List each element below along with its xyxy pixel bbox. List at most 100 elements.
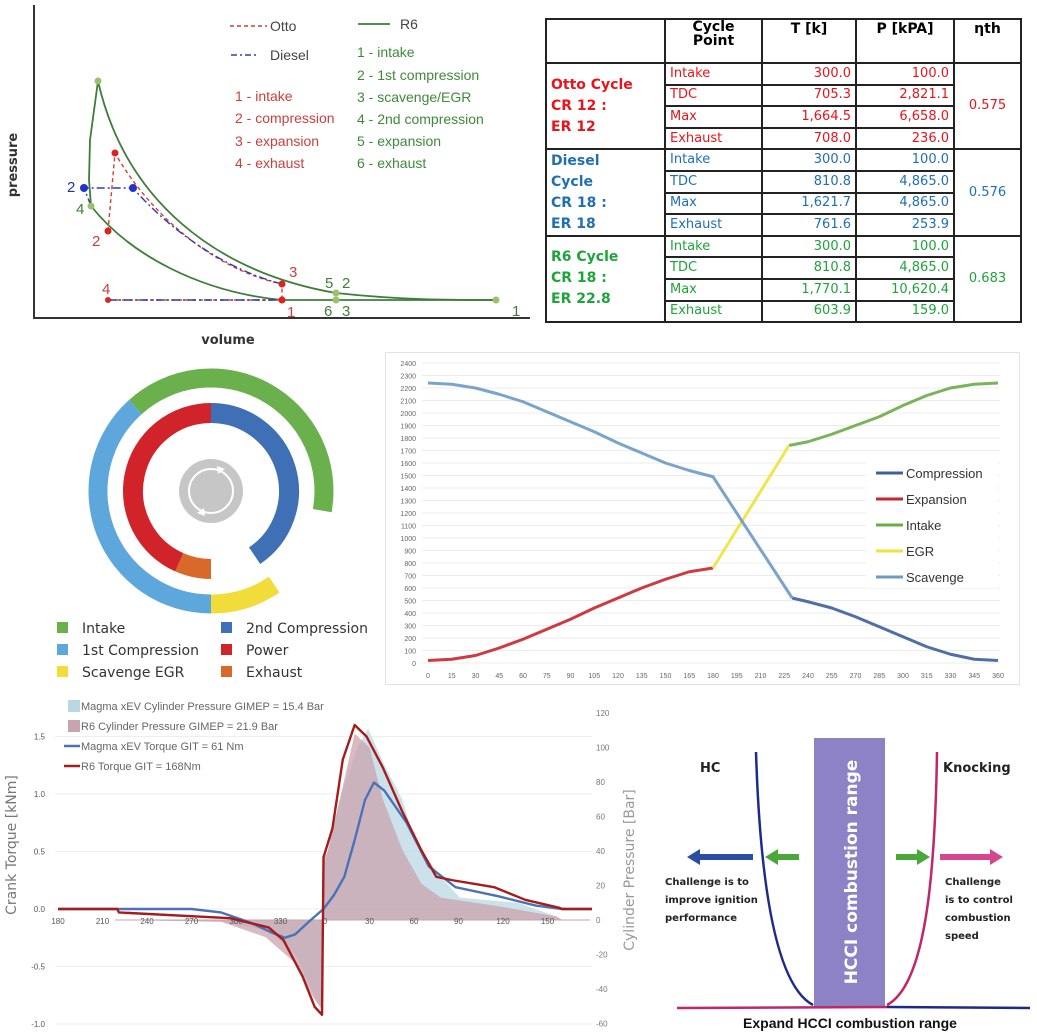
x-tick-label: 30 [365, 917, 374, 926]
x-tick-label: 300 [229, 917, 243, 926]
y-tick-label: 1.5 [34, 733, 46, 742]
y-tick-label: 1600 [400, 461, 416, 468]
series-line-compression [791, 596, 999, 662]
cycle-point-cell: Exhaust [664, 299, 763, 324]
cycle-name-cell: Otto Cycle CR 12 : ER 12 [545, 61, 666, 151]
x-tick-label: 45 [495, 673, 503, 680]
y2-tick-label: 20 [596, 882, 605, 891]
legend-label: Compression [906, 466, 983, 481]
pv-label: 2 [67, 179, 75, 196]
pv-label: 3 [289, 264, 297, 281]
knock-challenge-line: Challenge [945, 877, 1001, 888]
outer-ring-segment-scavenge-egr [210, 576, 280, 614]
cycle-name-line: Cycle [551, 173, 593, 190]
cycle-name-cell: Diesel Cycle CR 18 : ER 18 [545, 148, 666, 237]
series-line-intake [788, 381, 999, 447]
legend-label: R6 Cylinder Pressure GIMEP = 21.9 Bar [81, 721, 278, 733]
pv-label: 2 [342, 275, 350, 292]
y-tick-label: -1.0 [31, 1020, 45, 1029]
outer-ring-segment-intake [129, 368, 334, 513]
x-tick-label: 180 [707, 673, 719, 680]
y2-tick-label: 120 [596, 709, 610, 718]
cycle-donut-chart: Intake 2nd Compression 1st Compression Powe… [57, 368, 368, 681]
cycle-name-line: R6 Cycle [551, 249, 619, 266]
temperature-cell: 761.6 [761, 213, 857, 237]
y-tick-label: 600 [404, 586, 416, 593]
x-tick-label: 0 [426, 673, 430, 680]
temperature-cell: 810.8 [761, 256, 857, 280]
y-tick-label: 1700 [400, 449, 416, 456]
x-tick-label: 225 [778, 673, 790, 680]
pv-x-label: volume [201, 333, 255, 348]
table-row: Max 1,770.1 10,620.4 [546, 277, 1021, 302]
y2-tick-label: -40 [596, 985, 608, 994]
r6-combustion-line [88, 80, 99, 207]
x-tick-label: 30 [472, 673, 480, 680]
cycle-point-cell: Intake [664, 234, 763, 259]
y-tick-label: 100 [404, 649, 416, 656]
legend-label: Magma xEV Torque GIT = 61 Nm [81, 741, 244, 753]
r6-point-peak [94, 77, 102, 85]
legend-label: 2nd Compression [246, 621, 368, 637]
pv-label: 1 [512, 303, 520, 320]
r6-point-1 [492, 296, 500, 304]
diesel-point-2-left [80, 184, 88, 192]
torque-line [58, 723, 592, 1016]
donut-legend-item: 2nd Compression [221, 621, 368, 637]
cycle-name-line: CR 18 : [551, 270, 607, 287]
x-tick-label: 240 [802, 673, 814, 680]
pv-diagram: pressure volume 2 4 2 3 4 1 5 2 6 3 1 Ot [6, 5, 530, 348]
x-tick-label: 285 [873, 673, 885, 680]
r6-point-desc: 2 - 1st compression [357, 67, 479, 83]
temperature-cell: 1,770.1 [761, 277, 857, 302]
y-tick-label: 0 [412, 661, 416, 668]
x-tick-label: 240 [140, 917, 154, 926]
x-tick-label: 330 [274, 917, 288, 926]
legend-label: Power [246, 643, 289, 659]
hcci-band-label: HCCI combustion range [842, 760, 862, 985]
y2-axis-title: Cylinder Pressure [Bar] [622, 789, 638, 951]
legend-diesel: Diesel [270, 47, 309, 63]
y-tick-label: 2100 [400, 399, 416, 406]
cycle-name-line: CR 12 : [551, 97, 607, 114]
pv-label: 3 [342, 303, 350, 320]
table-row: R6 Cycle CR 18 : ER 22.8 Intake 300.0 100.0 0.… [545, 234, 1022, 324]
y-tick-label: 0.0 [34, 905, 46, 914]
cycle-arrows-icon [179, 459, 243, 523]
x-tick-label: 300 [897, 673, 909, 680]
table-row: Exhaust 708.0 236.0 [546, 126, 1021, 151]
crank-angle-line-chart: 0100200300400500600700800900100011001200… [400, 361, 1004, 680]
cycle-comparison-table: Cycle Point T [k] P [kPA] ηth Otto Cycle CR … [545, 18, 1022, 324]
pink-arrow-right-icon [940, 849, 1003, 865]
table-header-cell [545, 18, 666, 64]
cycle-point-cell: TDC [664, 256, 763, 280]
y-tick-label: 2000 [400, 411, 416, 418]
table-header-cell: Cycle Point [664, 18, 763, 64]
knock-challenge-line: is to control [945, 895, 1013, 906]
series-line-egr [711, 444, 791, 569]
legend-label: Expansion [906, 492, 967, 507]
cycle-point-cell: Exhaust [664, 213, 763, 237]
pv-y-label: pressure [6, 133, 21, 198]
temperature-cell: 810.8 [761, 169, 857, 194]
y-tick-label: -0.5 [31, 963, 45, 972]
x-tick-label: 0 [323, 917, 328, 926]
x-tick-label: 15 [448, 673, 456, 680]
pv-label: 4 [102, 281, 110, 298]
pv-label: 4 [76, 201, 84, 218]
outer-ring-segment-1st-compression [88, 399, 212, 614]
legend-item: EGR [876, 544, 934, 559]
efficiency-cell: 0.683 [953, 234, 1022, 324]
y2-tick-label: -60 [596, 1020, 608, 1029]
legend-item: Magma xEV Cylinder Pressure GIMEP = 15.4… [68, 700, 324, 713]
donut-legend-item: Scavenge EGR [57, 665, 185, 681]
donut-legend-item: Power [221, 643, 289, 659]
cycle-point-cell: Exhaust [664, 126, 763, 151]
r6-point-desc: 1 - intake [357, 44, 415, 60]
hc-challenge-line: Challenge is to [665, 877, 749, 888]
y-tick-label: 2200 [400, 386, 416, 393]
legend-item: Intake [876, 518, 941, 533]
pressure-cell: 4,865.0 [855, 256, 955, 280]
x-tick-label: 90 [454, 917, 463, 926]
